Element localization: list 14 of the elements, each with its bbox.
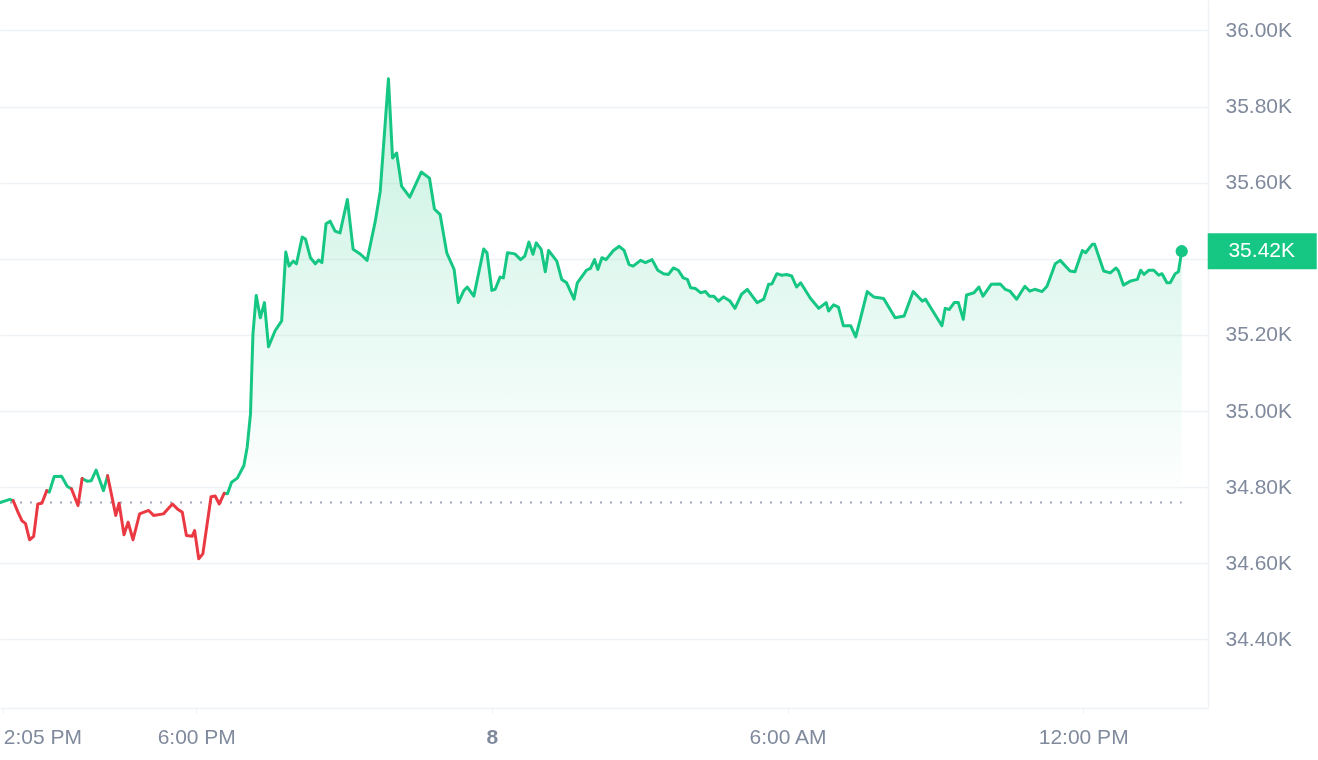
x-tick-label: 8 [486,724,499,748]
y-tick-label: 34.60K [1225,550,1293,574]
x-tick-label: 2:05 PM [3,724,82,748]
y-tick-label: 35.00K [1225,398,1293,422]
x-tick-label: 6:00 AM [749,724,827,748]
x-tick-label: 12:00 PM [1038,724,1129,748]
y-tick-label: 36.00K [1225,17,1293,41]
x-tick-label: 6:00 PM [157,724,236,748]
y-tick-label: 34.80K [1225,474,1293,498]
y-tick-label: 35.20K [1225,322,1293,346]
y-tick-label: 35.80K [1225,94,1293,118]
annotation: 35.42K [1228,238,1295,262]
y-tick-label: 34.40K [1225,626,1293,650]
y-tick-label: 35.60K [1225,170,1293,194]
